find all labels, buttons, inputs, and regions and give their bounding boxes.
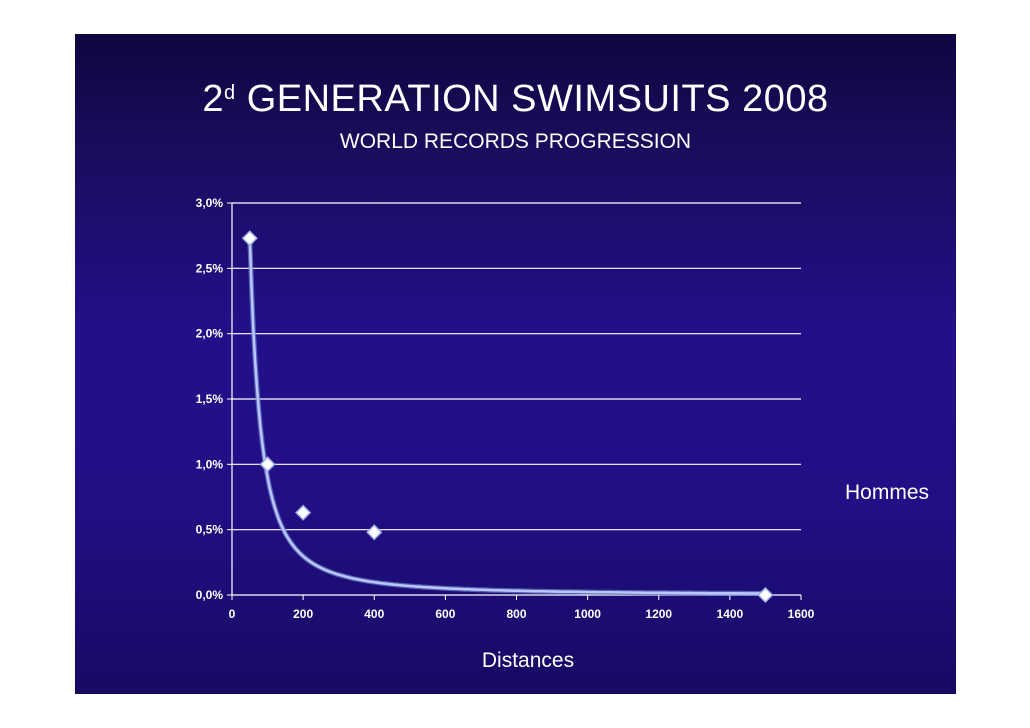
data-point-3 xyxy=(366,524,383,541)
y-tick-labels: 0,0% 0,5% 1,0% 1,5% 2,0% 2,5% 3,0% xyxy=(196,196,224,602)
slide-subtitle: WORLD RECORDS PROGRESSION xyxy=(339,130,692,153)
x-tick-label-1: 200 xyxy=(293,607,313,621)
trendline-shadow xyxy=(247,238,766,596)
slide: 2d GENERATION SWIMSUITS 2008 WORLD RECOR… xyxy=(75,34,956,694)
y-tick-label-5: 2,5% xyxy=(196,261,224,275)
x-tick-label-7: 1400 xyxy=(717,607,744,621)
x-tick-label-6: 1200 xyxy=(645,607,672,621)
y-tick-label-3: 1,5% xyxy=(196,392,224,406)
x-tick-label-8: 1600 xyxy=(788,607,815,621)
data-point-2 xyxy=(295,504,312,521)
data-point-0 xyxy=(241,230,258,247)
x-tick-label-5: 1000 xyxy=(574,607,601,621)
slide-title: 2d GENERATION SWIMSUITS 2008 xyxy=(75,78,956,121)
y-tick-label-2: 1,0% xyxy=(196,457,224,471)
y-tick-label-4: 2,0% xyxy=(196,327,224,341)
gridlines xyxy=(232,202,801,531)
x-tick-label-2: 400 xyxy=(364,607,384,621)
title-main: 2 xyxy=(202,78,225,120)
data-point-1 xyxy=(259,456,276,473)
y-tick-label-1: 0,5% xyxy=(196,523,224,537)
x-axis-label: Distances xyxy=(482,649,574,672)
chart: 0,0% 0,5% 1,0% 1,5% 2,0% 2,5% 3,0% 0 200 400 600 8… xyxy=(196,196,929,672)
axes xyxy=(227,202,802,600)
x-tick-label-0: 0 xyxy=(229,607,236,621)
x-tick-labels: 0 200 400 600 800 1000 1200 1400 1600 xyxy=(229,607,815,621)
data-points xyxy=(241,230,774,604)
data-point-4 xyxy=(757,586,774,604)
trendline-hommes xyxy=(248,238,766,595)
title-superscript: d xyxy=(224,82,236,104)
y-tick-label-6: 3,0% xyxy=(196,196,224,210)
x-tick-label-4: 800 xyxy=(506,607,526,621)
legend-entry-hommes: Hommes xyxy=(845,481,929,504)
trendline xyxy=(247,238,766,596)
x-tick-label-3: 600 xyxy=(435,607,455,621)
title-rest: GENERATION SWIMSUITS 2008 xyxy=(235,78,829,120)
y-tick-label-0: 0,0% xyxy=(196,588,224,602)
